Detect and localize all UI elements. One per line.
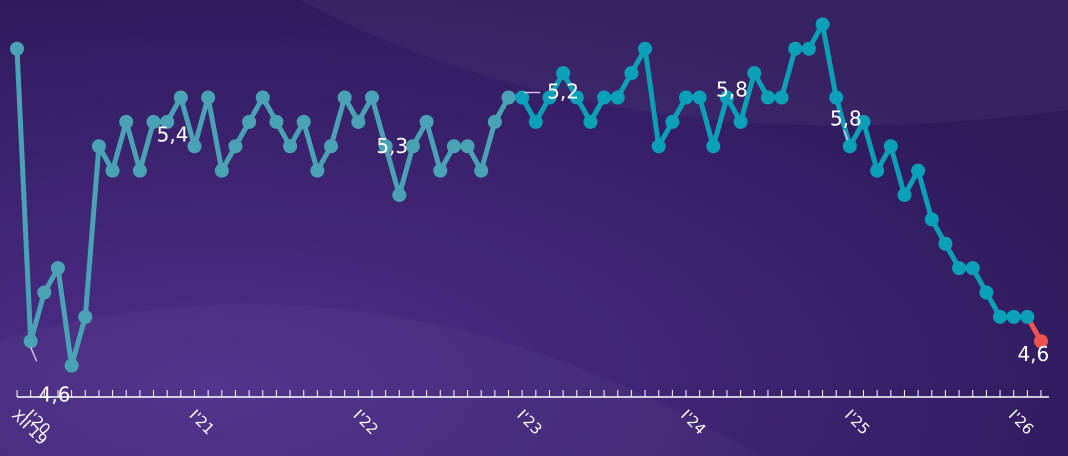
data-point <box>842 139 857 154</box>
data-point <box>146 114 161 129</box>
data-point <box>23 334 38 349</box>
data-point <box>528 114 543 129</box>
data-point <box>965 261 980 276</box>
data-point <box>419 114 434 129</box>
data-point <box>91 139 106 154</box>
x-axis <box>16 390 1049 398</box>
annotation-leader-line <box>29 346 38 362</box>
data-point <box>214 163 229 178</box>
data-point <box>105 163 120 178</box>
annotations: 4,6 5,4 5,3 5,2 5,8 5,8 4,6 <box>29 78 1049 406</box>
data-point <box>310 163 325 178</box>
data-point <box>665 114 680 129</box>
data-point <box>487 114 502 129</box>
data-point <box>651 139 666 154</box>
data-point <box>364 90 379 105</box>
data-point <box>638 41 653 56</box>
data-point <box>10 41 24 56</box>
data-point <box>433 163 448 178</box>
data-point <box>228 139 243 154</box>
data-label: 5,3 <box>376 134 408 158</box>
data-label: 4,6 <box>1017 342 1049 366</box>
data-point <box>1020 309 1035 324</box>
data-point <box>788 41 803 56</box>
data-point <box>692 90 707 105</box>
data-label: 5,4 <box>157 122 189 146</box>
data-point <box>132 163 147 178</box>
data-point <box>952 261 967 276</box>
data-point <box>446 139 461 154</box>
data-point <box>255 90 270 105</box>
data-point <box>160 114 175 129</box>
data-point <box>378 139 393 154</box>
data-point <box>392 188 407 202</box>
data-points <box>10 17 1048 373</box>
data-point <box>856 114 871 129</box>
data-point <box>50 261 65 276</box>
data-point <box>269 114 284 129</box>
data-point <box>556 66 571 81</box>
data-point <box>337 90 352 105</box>
data-point <box>829 90 844 105</box>
data-point <box>801 41 816 56</box>
data-point <box>938 236 953 251</box>
data-point <box>870 163 885 178</box>
data-point <box>774 90 789 105</box>
data-point <box>719 90 734 105</box>
data-point <box>1034 334 1048 349</box>
data-point <box>624 66 639 81</box>
data-point <box>501 90 516 105</box>
data-point <box>474 163 489 178</box>
data-label: 5,8 <box>830 106 862 130</box>
data-point <box>460 139 475 154</box>
annotation-leader-line <box>843 129 849 141</box>
data-point <box>924 212 939 227</box>
data-point <box>993 309 1008 324</box>
data-point <box>706 139 721 154</box>
data-point <box>542 90 557 105</box>
data-point <box>979 285 994 300</box>
data-point <box>64 358 79 373</box>
data-point <box>1006 309 1021 324</box>
data-point <box>597 90 612 105</box>
data-point <box>78 309 93 324</box>
data-point <box>283 139 298 154</box>
data-point <box>37 285 52 300</box>
data-point <box>815 17 830 32</box>
data-point <box>747 66 762 81</box>
data-point <box>351 114 366 129</box>
data-point <box>911 163 926 178</box>
data-point <box>119 114 134 129</box>
data-point <box>515 90 530 105</box>
data-point <box>583 114 598 129</box>
data-point <box>405 139 420 154</box>
data-point <box>187 139 202 154</box>
data-point <box>679 90 694 105</box>
data-point <box>760 90 775 105</box>
data-label: 5,8 <box>716 78 748 102</box>
data-point <box>883 139 898 154</box>
data-point <box>897 188 912 202</box>
data-point <box>173 90 188 105</box>
data-point <box>242 114 257 129</box>
data-point <box>733 114 748 129</box>
data-point <box>324 139 339 154</box>
data-label: 5,2 <box>547 80 579 104</box>
data-point <box>610 90 625 105</box>
background-arc <box>300 0 1068 126</box>
data-point <box>296 114 311 129</box>
data-point <box>569 90 584 105</box>
data-point <box>201 90 216 105</box>
data-label: 4,6 <box>39 382 71 406</box>
